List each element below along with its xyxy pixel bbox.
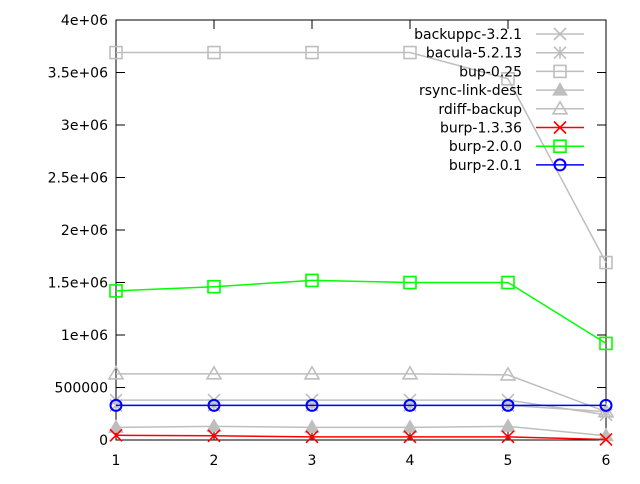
data-point	[205, 365, 223, 380]
y-tick-label: 1e+06	[61, 328, 108, 344]
data-point	[109, 45, 123, 60]
legend-label: rsync-link-dest	[419, 83, 523, 99]
data-point	[599, 398, 613, 412]
legend: backuppc-3.2.1 bacula-5.2.13 bup-0.25 rsync…	[414, 27, 584, 174]
data-point	[553, 27, 567, 41]
y-tick-label: 3.5e+06	[48, 66, 109, 82]
legend-label: bup-0.25	[459, 64, 522, 80]
series-4	[107, 365, 615, 418]
x-tick-label: 1	[112, 453, 121, 469]
legend-item-2: bup-0.25	[459, 64, 584, 80]
legend-label: burp-1.3.36	[440, 121, 522, 137]
series-line	[115, 279, 607, 345]
data-point	[599, 432, 613, 447]
data-point	[403, 430, 417, 444]
legend-item-3: rsync-link-dest	[419, 82, 584, 99]
series-line	[116, 404, 607, 413]
data-point	[107, 365, 125, 380]
data-point	[551, 100, 569, 115]
data-point	[304, 419, 320, 433]
data-point	[501, 430, 515, 444]
data-point	[553, 139, 567, 153]
data-point	[109, 398, 123, 412]
y-tick-label: 2e+06	[61, 223, 108, 239]
data-point	[207, 45, 221, 60]
series-3	[108, 418, 614, 442]
legend-label: bacula-5.2.13	[426, 46, 522, 62]
data-point	[501, 275, 515, 290]
data-point	[305, 45, 319, 60]
y-tick-label: 2.5e+06	[48, 171, 109, 187]
legend-label: rdiff-backup	[438, 102, 522, 118]
series-layer	[107, 45, 615, 447]
data-point	[109, 284, 123, 298]
series-line	[116, 51, 607, 263]
y-tick-label: 1.5e+06	[48, 276, 109, 292]
data-point	[303, 365, 321, 380]
data-point	[108, 419, 124, 433]
data-point	[553, 46, 567, 60]
data-point	[501, 398, 515, 412]
legend-item-6: burp-2.0.0	[449, 139, 584, 155]
legend-item-7: burp-2.0.1	[449, 158, 584, 174]
series-line	[115, 425, 607, 437]
y-tick-label: 0	[99, 433, 108, 449]
series-7	[109, 398, 613, 412]
legend-item-5: burp-1.3.36	[440, 121, 584, 137]
series-2	[109, 45, 613, 270]
y-tick-label: 4e+06	[61, 13, 108, 29]
data-point	[599, 255, 613, 270]
x-tick-label: 6	[602, 453, 611, 469]
data-point	[599, 336, 613, 351]
data-point	[501, 72, 515, 86]
data-point	[499, 366, 517, 381]
data-point	[500, 418, 516, 432]
data-point	[552, 82, 568, 96]
y-tick-label: 3e+06	[61, 118, 108, 134]
series-line	[116, 373, 607, 413]
series-1	[109, 398, 613, 419]
data-point	[598, 427, 614, 442]
series-5	[109, 428, 613, 447]
data-point	[553, 64, 567, 79]
data-point	[207, 279, 221, 294]
legend-label: burp-2.0.0	[449, 139, 522, 155]
data-point	[403, 45, 417, 60]
legend-label: burp-2.0.1	[449, 158, 522, 174]
legend-item-4: rdiff-backup	[438, 100, 584, 118]
data-point	[401, 365, 419, 380]
legend-label: backuppc-3.2.1	[414, 27, 522, 43]
data-point	[206, 418, 222, 432]
data-point	[207, 429, 221, 443]
x-tick-label: 5	[504, 453, 513, 469]
legend-item-1: bacula-5.2.13	[426, 46, 584, 62]
axes: 0 500000 1e+06 1.5e+06 2e+06 2.5e+06 3e+06 3.5e…	[48, 13, 611, 469]
data-point	[403, 275, 417, 290]
plot-frame	[115, 19, 607, 441]
x-tick-label: 4	[406, 453, 415, 469]
x-tick-label: 2	[210, 453, 219, 469]
data-point	[207, 398, 221, 412]
data-point	[553, 158, 567, 172]
legend-item-0: backuppc-3.2.1	[414, 27, 584, 43]
series-line	[116, 399, 607, 416]
series-6	[109, 273, 613, 351]
data-point	[402, 419, 418, 433]
data-point	[553, 120, 567, 135]
series-line	[115, 434, 607, 441]
data-point	[305, 398, 319, 412]
data-point	[403, 398, 417, 412]
data-point	[305, 273, 319, 288]
y-tick-label: 500000	[55, 381, 108, 397]
data-point	[305, 430, 319, 444]
data-point	[109, 428, 123, 442]
x-tick-label: 3	[308, 453, 317, 469]
